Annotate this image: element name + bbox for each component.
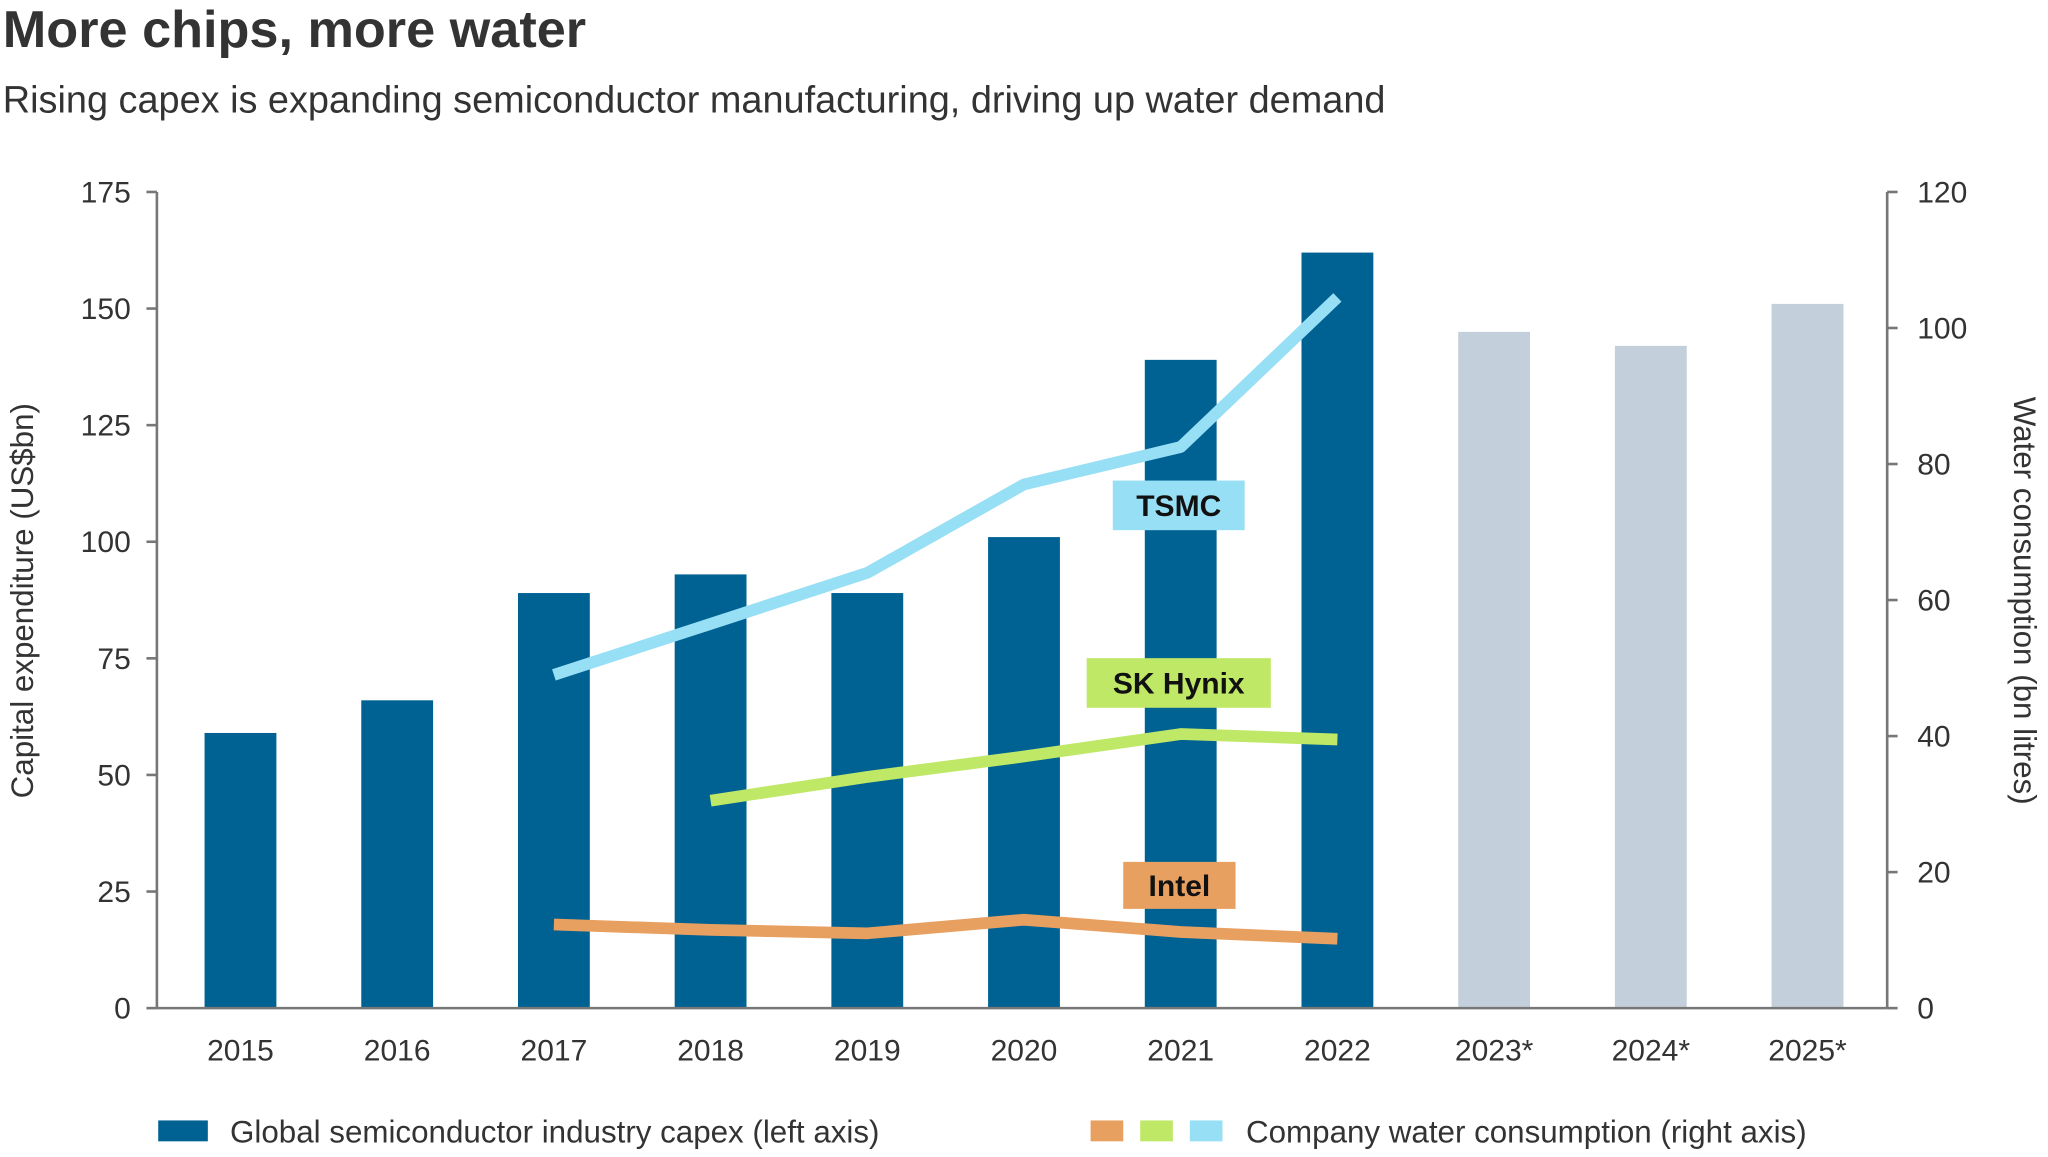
legend: Global semiconductor industry capex (lef… (158, 1115, 1807, 1150)
y-tick-label: 150 (81, 293, 131, 326)
bar-2019 (831, 593, 904, 1009)
line-tsmc (552, 293, 1342, 681)
label-box-tsmc (1112, 480, 1245, 531)
y2-tick-label: 100 (1917, 312, 1967, 345)
legend-swatch-tsmc (1189, 1120, 1223, 1142)
bar-2020 (988, 537, 1060, 1009)
chart-title: More chips, more water (3, 1, 586, 59)
x-tick-label: 2025* (1768, 1034, 1847, 1067)
series-label-tsmc: TSMC (1136, 490, 1221, 523)
bar-2017 (517, 593, 590, 1009)
bar-2016 (361, 700, 434, 1009)
y-tick-label: 125 (81, 410, 131, 443)
y-tick-label: 100 (81, 526, 131, 559)
y2-tick-label: 0 (1917, 993, 1934, 1026)
y-tick-label: 175 (81, 176, 131, 209)
line-sk-hynix (709, 728, 1338, 807)
bar-2015 (204, 732, 277, 1009)
line-intel (553, 913, 1338, 945)
x-tick-label: 2020 (991, 1034, 1058, 1067)
y-tick-label: 25 (97, 876, 130, 909)
y2-tick-label: 20 (1917, 857, 1950, 890)
legend-swatch-capex (158, 1120, 208, 1142)
x-tick-label: 2015 (207, 1034, 274, 1067)
x-tick-label: 2024* (1612, 1034, 1691, 1067)
label-box-sk-hynix (1086, 658, 1271, 708)
y2-tick-label: 60 (1917, 584, 1950, 617)
y-axis-label: Capital expenditure (US$bn) (5, 403, 40, 798)
y2-tick-label: 120 (1917, 176, 1967, 209)
bar-2024 (1614, 345, 1687, 1009)
series-label-intel: Intel (1149, 870, 1211, 903)
y2-axis-label: Water consumption (bn litres) (2007, 397, 2042, 805)
bar-2023 (1458, 331, 1531, 1009)
legend-swatch-skhynix (1140, 1120, 1173, 1142)
y-tick-label: 0 (114, 993, 131, 1026)
x-tick-label: 2017 (520, 1034, 587, 1067)
series-label-sk-hynix: SK Hynix (1113, 667, 1245, 700)
bar-2025 (1771, 303, 1844, 1009)
x-tick-label: 2019 (834, 1034, 901, 1067)
x-tick-label: 2016 (364, 1034, 431, 1067)
y2-tick-label: 80 (1917, 448, 1950, 481)
legend-label-water: Company water consumption (right axis) (1246, 1115, 1807, 1150)
y2-tick-label: 40 (1917, 721, 1950, 754)
legend-swatch-intel (1090, 1120, 1124, 1142)
x-tick-label: 2018 (677, 1034, 744, 1067)
x-tick-label: 2022 (1304, 1034, 1371, 1067)
label-box-intel (1123, 861, 1236, 909)
x-tick-label: 2023* (1455, 1034, 1534, 1067)
y-tick-label: 75 (97, 643, 130, 676)
legend-label-capex: Global semiconductor industry capex (lef… (230, 1115, 879, 1150)
chart-subtitle: Rising capex is expanding semiconductor … (3, 79, 1386, 121)
y-tick-label: 50 (97, 759, 130, 792)
bar-2022 (1301, 252, 1374, 1009)
x-tick-label: 2021 (1147, 1034, 1214, 1067)
